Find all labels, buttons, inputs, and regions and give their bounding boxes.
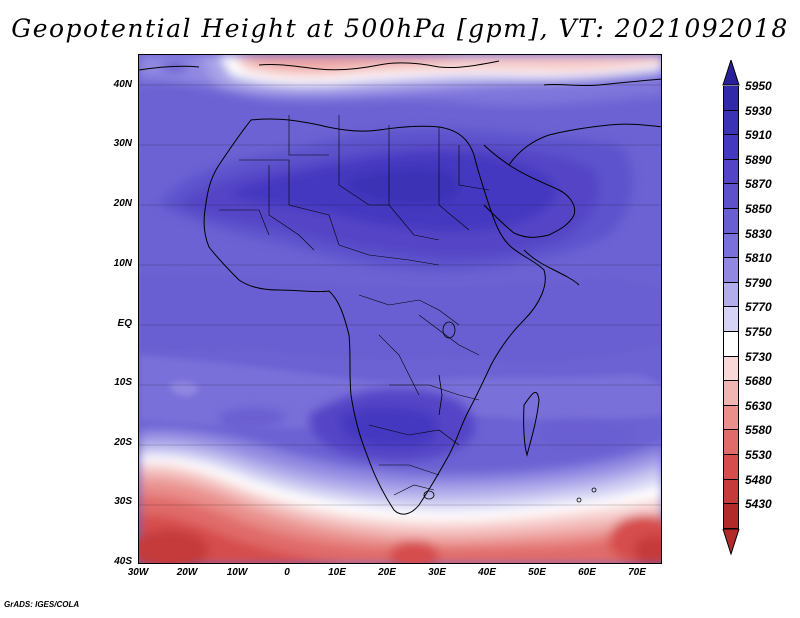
lon-tick-label: 0 [284,567,290,578]
lon-tick-label: 10E [328,567,346,578]
southern-high-band [219,388,639,462]
lon-tick-label: 20W [176,567,198,578]
lat-tick-label: 30S [114,496,132,507]
colorbar-swatch [723,504,739,529]
lat-tick-label: 10N [113,258,132,269]
colorbar-level-label: 5850 [745,202,772,216]
map-title: Geopotential Height at 500hPa [gpm], VT:… [11,14,789,43]
colorbar-level-label: 5950 [745,79,772,93]
colorbar-top-arrow [722,60,740,86]
colorbar-swatch [723,332,739,357]
colorbar-level-label: 5480 [745,472,772,487]
map-panel [138,54,662,564]
lon-tick-label: 70E [628,567,646,578]
country-borders [219,115,490,496]
africa-coastline [139,60,661,515]
subtropical-high-band [159,128,633,271]
colorbar-bottom-arrow [722,529,740,555]
lat-tick-label: 20N [113,198,132,209]
colorbar-swatch [723,258,739,283]
lat-lon-grid [139,84,661,506]
lat-tick-label: 20S [114,437,132,448]
lat-tick-label: EQ [117,318,132,329]
colorbar-swatch [723,430,739,455]
lat-tick-label: 10S [114,377,132,388]
colorbar-level-label: 5630 [745,398,772,413]
south-contour-bands [139,428,661,563]
colorbar-level-label: 5810 [745,251,772,266]
colorbar-level-label: 5430 [745,497,772,512]
colorbar-level-label: 5910 [745,128,772,143]
lon-tick-label: 30E [428,567,446,578]
colorbar-level-label: 5870 [745,177,772,192]
colorbar-swatch [723,233,739,259]
colorbar-swatch [723,135,739,160]
colorbar-swatch [723,184,739,209]
north-contour-bands [139,55,661,106]
lat-tick-label: 40S [114,556,132,567]
lon-tick-label: 60E [578,567,596,578]
colorbar-swatch [723,479,739,505]
colorbar-swatch [723,307,739,332]
lon-tick-label: 50E [528,567,546,578]
lon-tick-label: 10W [226,567,248,578]
colorbar-level-label: 5930 [745,103,772,118]
colorbar-level-label: 5580 [745,423,772,438]
colorbar-level-label: 5680 [745,374,772,389]
colorbar-swatch [723,282,739,308]
colorbar-swatch [723,209,739,234]
lon-tick-label: 30W [127,567,149,578]
colorbar-level-label: 5830 [745,226,772,241]
colorbar-level-label: 5890 [745,152,772,167]
geopotential-height-map [139,55,661,563]
colorbar-swatch [723,356,739,382]
colorbar-swatch [723,381,739,406]
colorbar-swatch [723,159,739,185]
colorbar-swatch [723,86,739,111]
colorbar-level-label: 5790 [745,275,772,290]
lakes-and-islands [423,321,597,503]
credit-label: GrADS: IGES/COLA [4,600,80,609]
colorbar-level-label: 5750 [745,325,772,339]
colorbar-level-label: 5730 [745,349,772,364]
lat-tick-label: 40N [113,79,132,90]
colorbar-level-label: 5770 [745,300,772,315]
colorbar-level-label: 5530 [745,448,772,462]
lon-tick-label: 20E [378,567,396,578]
lat-tick-label: 30N [113,138,132,149]
lon-tick-label: 40E [478,567,496,578]
colorbar-swatch [723,405,739,431]
colorbar-swatch [723,110,739,136]
colorbar-swatch [723,455,739,480]
